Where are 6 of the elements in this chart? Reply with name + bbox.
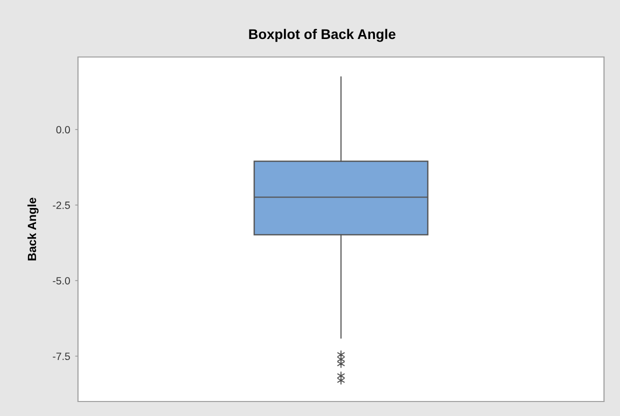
chart-title: Boxplot of Back Angle: [249, 28, 396, 42]
y-tick-label: -7.5: [52, 352, 70, 360]
y-tick-label: -2.5: [52, 202, 70, 209]
y-tick-label: 0.0: [56, 126, 70, 134]
y-tick-label: -5.0: [52, 277, 70, 284]
y-axis-title: Back Angle: [27, 198, 39, 260]
